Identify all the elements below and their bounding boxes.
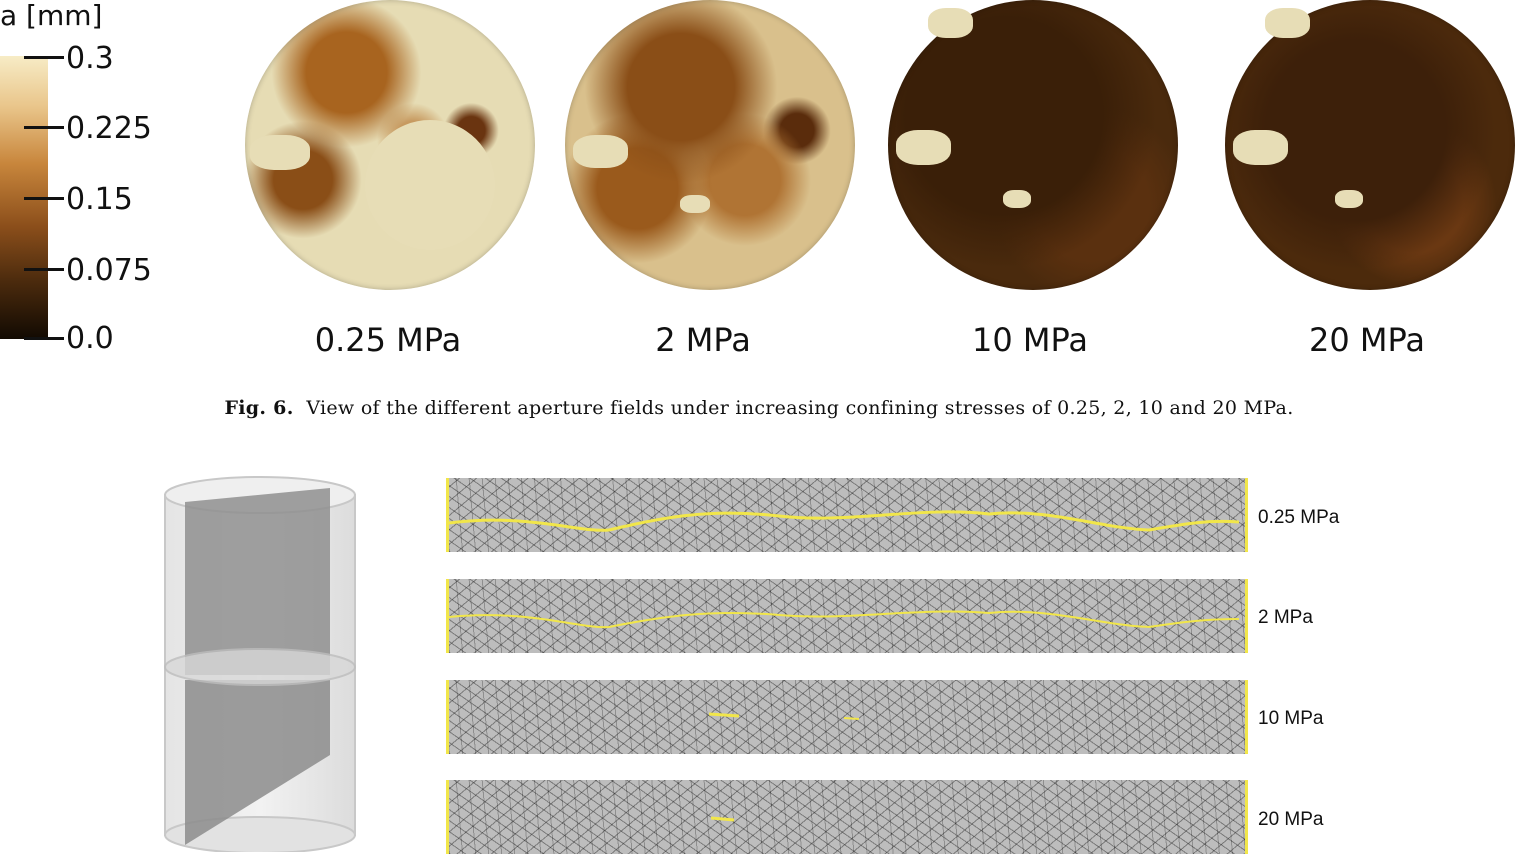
aperture-field-disc	[888, 0, 1178, 290]
aperture-field-disc	[245, 0, 535, 290]
colorbar-tick	[24, 197, 64, 200]
mesh-section-label: 2 MPa	[1258, 607, 1313, 628]
mesh-section-label: 20 MPa	[1258, 809, 1324, 830]
aperture-field-label: 0.25 MPa	[314, 321, 462, 359]
mesh-section	[446, 478, 1248, 552]
aperture-field-label: 20 MPa	[1309, 321, 1425, 359]
aperture-field-label: 2 MPa	[655, 321, 751, 359]
cylinder-illustration	[164, 476, 356, 852]
aperture-field-disc	[1225, 0, 1515, 290]
mesh-section-label: 10 MPa	[1258, 708, 1324, 729]
mesh-section	[446, 780, 1248, 854]
mesh-section	[446, 680, 1248, 754]
colorbar-tick	[24, 56, 64, 59]
colorbar-tick	[24, 268, 64, 271]
colorbar-tick-label: 0.0	[66, 321, 114, 356]
aperture-field-disc	[565, 0, 855, 290]
colorbar-tick-label: 0.3	[66, 41, 114, 76]
colorbar-tick-label: 0.15	[66, 182, 133, 217]
aperture-field-label: 10 MPa	[972, 321, 1088, 359]
figure-caption: Fig. 6. View of the different aperture f…	[0, 396, 1518, 420]
figure-number: Fig. 6.	[224, 397, 294, 419]
mesh-section-label: 0.25 MPa	[1258, 507, 1340, 528]
colorbar-tick-label: 0.225	[66, 111, 152, 146]
colorbar-tick	[24, 337, 64, 340]
colorbar-tick-label: 0.075	[66, 253, 152, 288]
mesh-section	[446, 579, 1248, 653]
colorbar-tick	[24, 126, 64, 129]
colorbar-title: a [mm]	[0, 0, 103, 32]
figure-caption-text: View of the different aperture fields un…	[306, 397, 1294, 419]
